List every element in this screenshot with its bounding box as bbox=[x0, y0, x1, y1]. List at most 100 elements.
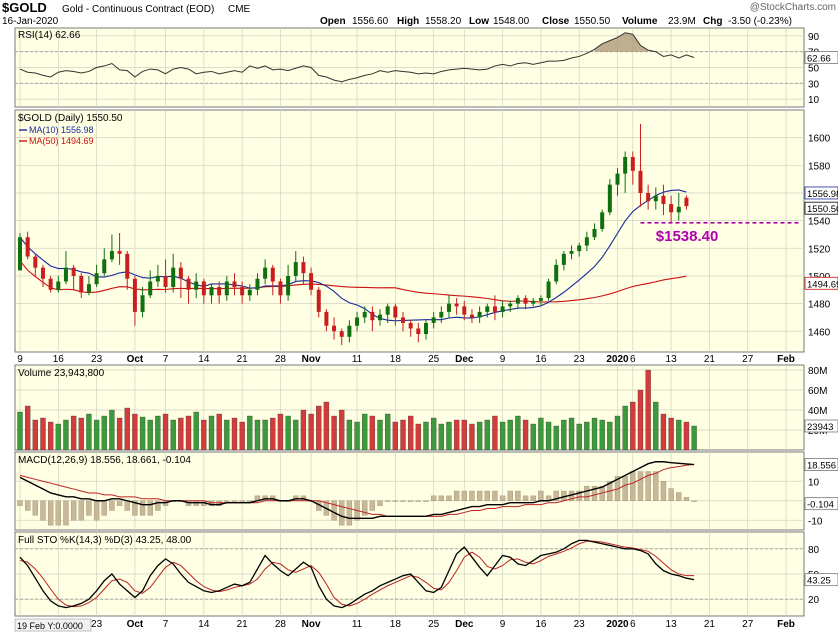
candle-body bbox=[132, 278, 137, 312]
x-tick-label: 27 bbox=[742, 354, 754, 365]
volume-bar bbox=[553, 425, 559, 451]
volume-bar bbox=[86, 413, 92, 451]
panel-frame-price bbox=[14, 109, 805, 353]
chart-footer: 19 Feb Y:0.0000 bbox=[14, 618, 92, 632]
candle-body bbox=[401, 317, 406, 323]
volume-bar bbox=[170, 419, 176, 451]
macd-last-value: 18.556 bbox=[807, 461, 836, 472]
volume-bar bbox=[40, 417, 46, 451]
macd-histogram-bar bbox=[408, 500, 414, 502]
volume-bar bbox=[538, 417, 544, 451]
exchange-label: CME bbox=[228, 4, 251, 15]
ma50-legend: MA(50) 1494.69 bbox=[29, 136, 94, 146]
macd-histogram-bar bbox=[124, 500, 130, 511]
candle-body bbox=[347, 325, 352, 337]
candle-body bbox=[163, 275, 168, 288]
volume-bar bbox=[545, 421, 552, 451]
macd-last-value-box bbox=[804, 458, 838, 471]
chg-value: -3.50 (-0.23%) bbox=[728, 16, 792, 27]
macd-histogram-bar bbox=[446, 495, 452, 501]
macd-histogram-bar bbox=[400, 500, 406, 502]
macd-histogram-bar bbox=[691, 500, 697, 502]
candle-body bbox=[676, 206, 681, 213]
candle-body bbox=[531, 300, 536, 304]
candle-body bbox=[247, 289, 252, 296]
candle-body bbox=[117, 251, 122, 254]
macd-histogram-bar bbox=[32, 500, 38, 516]
volume-bar bbox=[17, 411, 23, 451]
x-tick-label: 11 bbox=[352, 619, 363, 630]
candle-body bbox=[607, 184, 612, 213]
volume-bar bbox=[446, 421, 452, 451]
macd-histogram-bar bbox=[415, 500, 421, 502]
volume-bar bbox=[285, 415, 291, 451]
x-tick-label: 23 bbox=[91, 354, 103, 365]
x-tick-label: 16 bbox=[535, 619, 547, 630]
candle-body bbox=[569, 251, 574, 254]
volume-bar bbox=[630, 401, 636, 451]
macd-histogram-bar bbox=[224, 500, 230, 502]
ma50-last-value: 1494.69 bbox=[807, 279, 838, 290]
volume-bar bbox=[316, 405, 322, 451]
volume-bar bbox=[178, 417, 184, 451]
volume-bar bbox=[124, 407, 130, 451]
x-tick-label: 21 bbox=[704, 354, 716, 365]
x-tick-label: 11 bbox=[352, 354, 363, 365]
volume-bar bbox=[400, 419, 406, 451]
volume-bar bbox=[47, 421, 54, 451]
close-last-value: 1550.50 bbox=[807, 204, 838, 215]
macd-histogram-bar bbox=[377, 500, 383, 506]
volume-bar bbox=[645, 369, 651, 451]
volume-bar bbox=[224, 419, 230, 451]
volume-bar bbox=[499, 421, 506, 451]
candle-body bbox=[646, 192, 651, 202]
volume-bar bbox=[438, 423, 444, 451]
volume-bar bbox=[277, 413, 284, 451]
macd-histogram-bar bbox=[47, 500, 54, 526]
candle-body bbox=[592, 228, 597, 238]
volume-bar bbox=[408, 415, 414, 451]
sto-k-line bbox=[19, 539, 695, 609]
volume-bar bbox=[476, 421, 483, 451]
x-tick-label: 9 bbox=[500, 619, 506, 630]
chg-label: Chg bbox=[703, 16, 722, 27]
x-tick-label: 13 bbox=[666, 354, 678, 365]
volume-bar bbox=[676, 419, 682, 451]
macd-histogram-bar bbox=[653, 471, 659, 501]
candle-body bbox=[439, 311, 444, 318]
candle-body bbox=[102, 259, 107, 274]
ma10-legend: MA(10) 1556.98 bbox=[29, 125, 94, 135]
volume-bar bbox=[423, 421, 429, 451]
macd-histogram-bar bbox=[507, 490, 513, 501]
volume-bar bbox=[63, 419, 69, 451]
y-tick-label: 40M bbox=[808, 406, 827, 417]
volume-bar bbox=[308, 413, 314, 451]
volume-bar bbox=[622, 405, 628, 451]
ma10-last-value: 1556.98 bbox=[807, 189, 838, 200]
volume-bar bbox=[522, 419, 529, 451]
candle-body bbox=[40, 267, 45, 279]
rsi-last-value: 62.66 bbox=[807, 53, 831, 64]
instrument-name: Gold - Continuous Contract (EOD) bbox=[62, 4, 214, 15]
candle-body bbox=[561, 253, 566, 265]
volume-bar bbox=[492, 415, 498, 451]
x-tick-label: 28 bbox=[275, 619, 287, 630]
candle-body bbox=[125, 253, 130, 279]
candle-body bbox=[600, 212, 605, 229]
macd-histogram-bar bbox=[392, 500, 398, 502]
candle-body bbox=[56, 281, 61, 290]
macd-histogram-bar bbox=[538, 490, 544, 501]
open-value: 1556.60 bbox=[352, 16, 389, 27]
x-tick-label: 9 bbox=[17, 354, 23, 365]
volume-bar bbox=[55, 423, 61, 451]
high-value: 1558.20 bbox=[425, 16, 462, 27]
y-tick-label: 10 bbox=[808, 477, 820, 488]
volume-bar bbox=[607, 421, 613, 451]
volume-bar bbox=[653, 401, 659, 451]
volume-bar bbox=[377, 419, 383, 451]
volume-bar bbox=[162, 413, 169, 451]
x-tick-label: 14 bbox=[198, 619, 210, 630]
macd-histogram-bar bbox=[584, 485, 590, 501]
x-tick-label: Feb bbox=[777, 619, 795, 630]
candle-body bbox=[500, 306, 505, 312]
